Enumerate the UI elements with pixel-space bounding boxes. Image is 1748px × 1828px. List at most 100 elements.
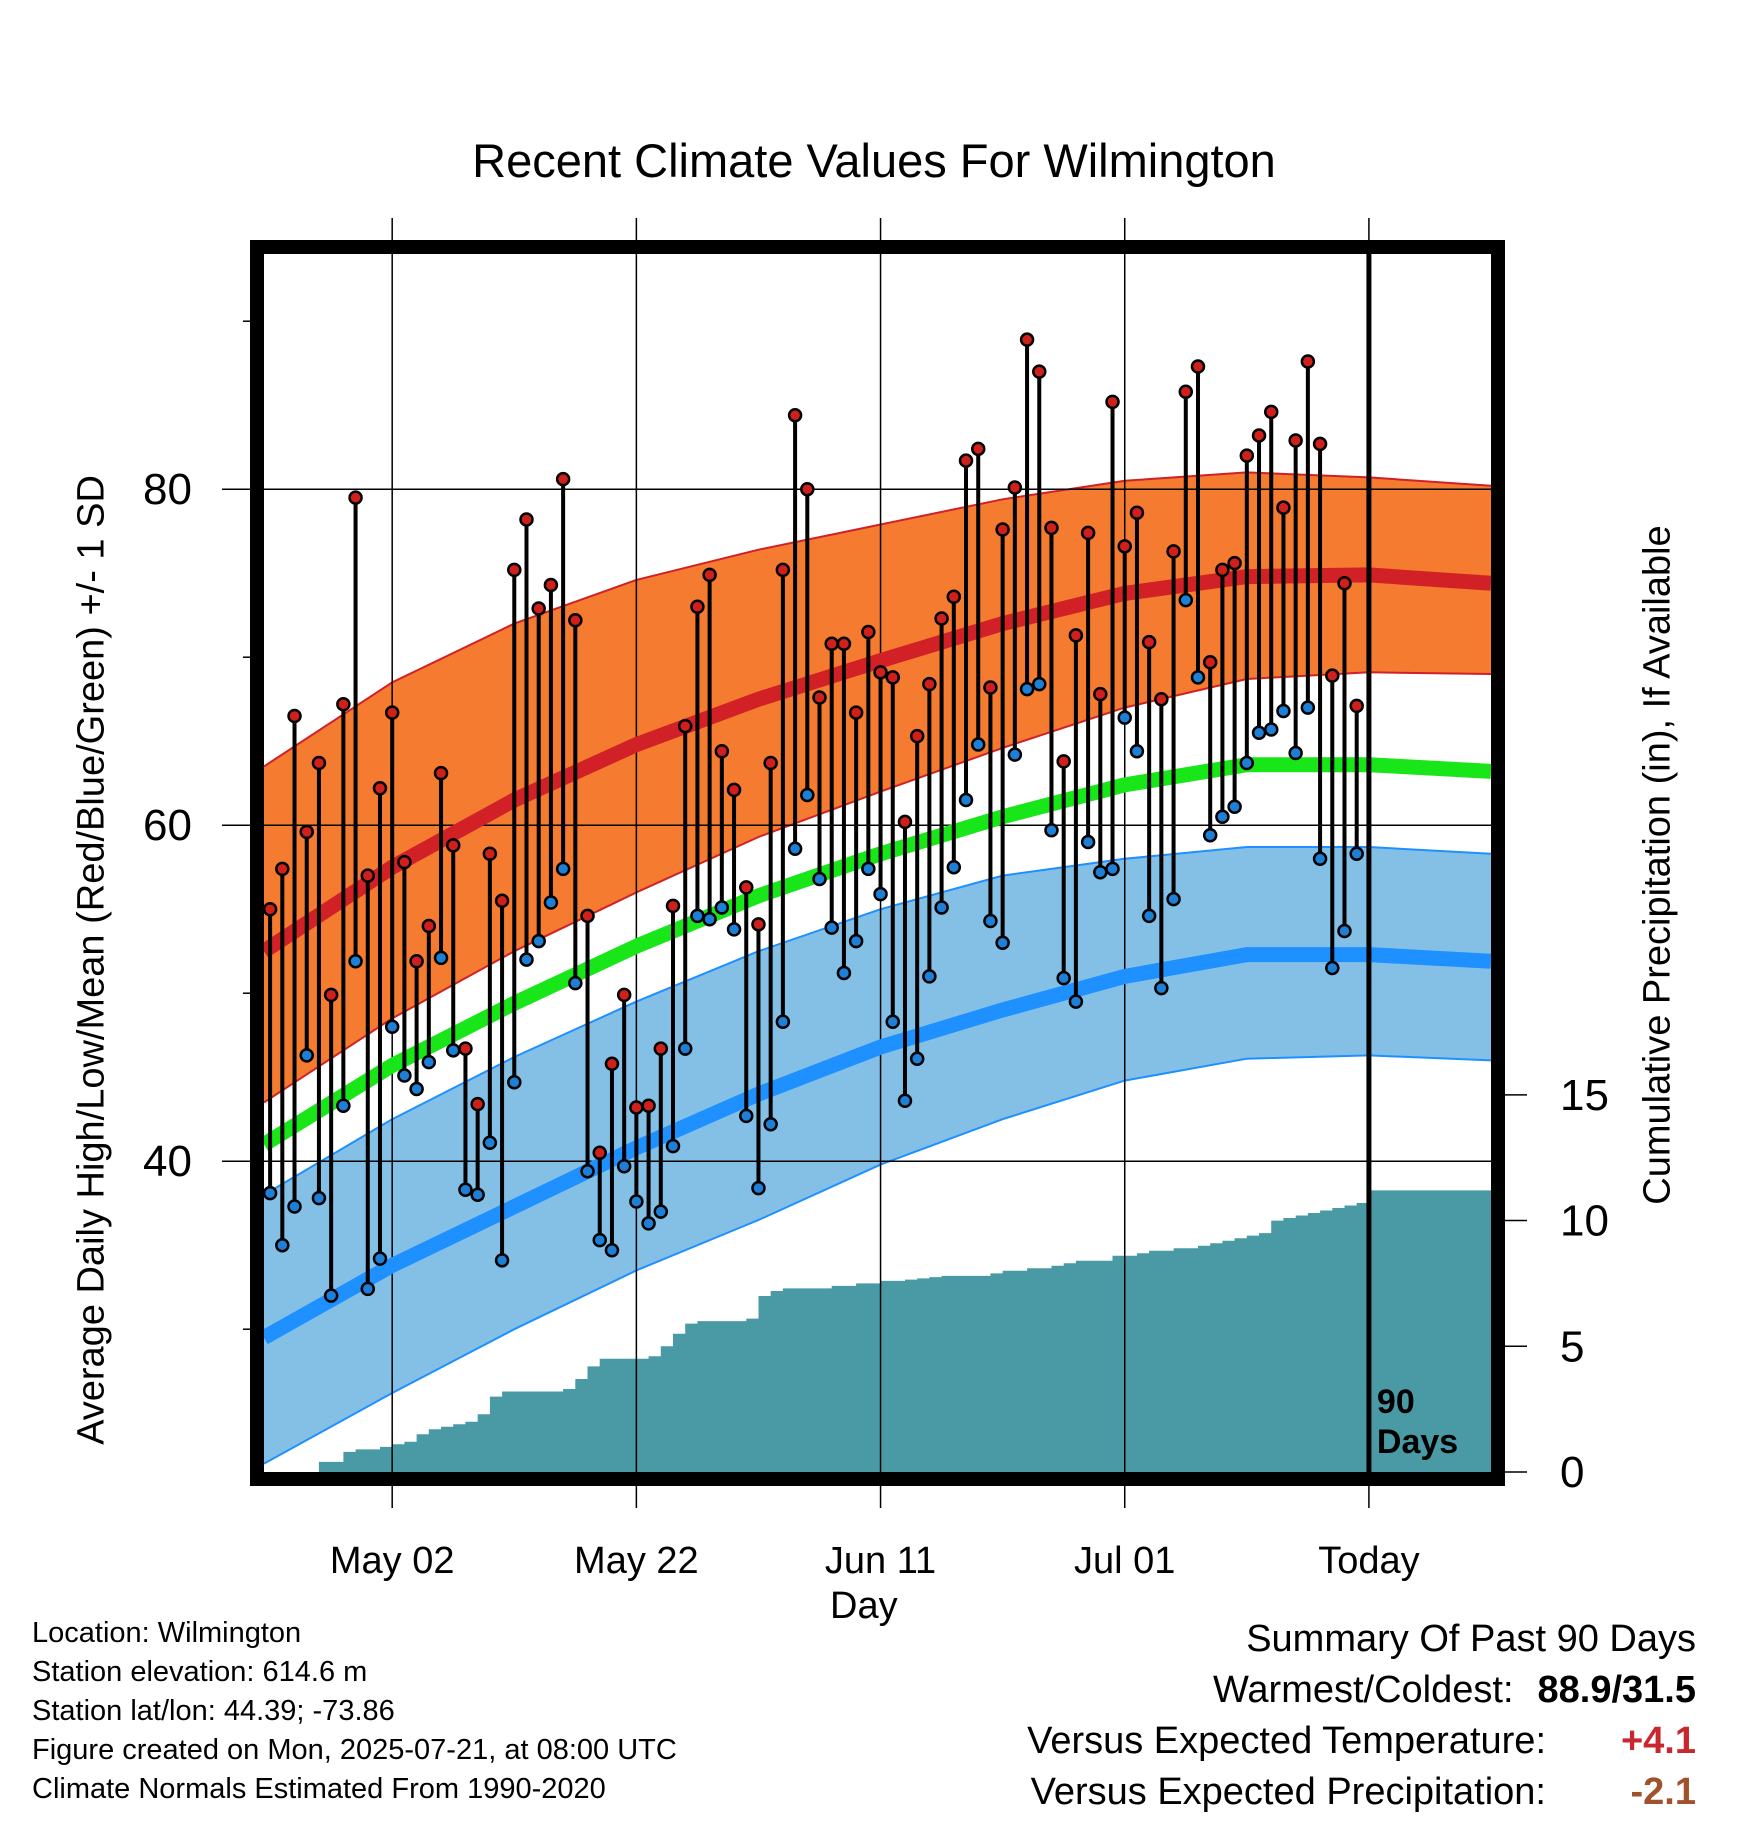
daily-high-point [1166,544,1181,559]
daily-low-point [482,1135,498,1150]
warmest-coldest-label: Warmest/Coldest: [1212,1669,1514,1711]
latlon-text: Station lat/lon: 44.39; -73.86 [32,1695,395,1727]
daily-low-point [1117,710,1132,725]
daily-low-point [1056,970,1071,986]
x-axis-label: Day [830,1585,898,1627]
daily-low-point [1325,960,1340,976]
daily-high-point [1239,448,1255,463]
summary-precip: Versus Expected Precipitation: -2.1 [1027,1767,1696,1818]
daily-low-point [531,933,546,949]
daily-low-point [922,969,937,984]
daily-low-point [1263,722,1279,737]
daily-high-point [360,868,376,883]
today-annotation: Days [1377,1423,1458,1461]
y2-tick-label: 0 [1560,1448,1584,1497]
daily-high-point [848,705,864,720]
daily-low-point [629,1194,644,1209]
x-tick-label: Jul 01 [1074,1540,1175,1582]
daily-low-point [421,1054,437,1070]
daily-high-point [1349,698,1364,714]
daily-low-point [360,1281,376,1297]
daily-high-point [1300,354,1316,369]
daily-high-point [1093,686,1108,702]
daily-low-point [445,1043,461,1058]
location-text: Location: Wilmington [32,1617,302,1649]
daily-high-point [1032,364,1047,379]
created-text: Figure created on Mon, 2025-07-21, at 08… [32,1734,677,1766]
daily-high-point [1251,428,1267,443]
daily-high-point [751,917,766,932]
summary-warmest-coldest: Warmest/Coldest: 88.9/31.5 [1027,1665,1696,1716]
station-info: Location: Wilmington Station elevation: … [32,1614,677,1809]
daily-low-point [690,908,705,924]
normal-low-band [264,847,1491,1464]
daily-low-point [264,1185,278,1201]
daily-high-point [885,670,901,685]
temp-label: Versus Expected Temperature: [1027,1720,1546,1762]
daily-high-point [1117,539,1132,554]
daily-high-point [384,705,400,720]
daily-high-point [1312,436,1328,452]
daily-high-point [543,577,559,593]
daily-high-point [519,512,534,527]
daily-low-point [1093,864,1108,880]
daily-high-point [323,987,339,1003]
daily-high-point [909,728,925,744]
daily-high-point [1337,576,1352,591]
y2-tick-label: 15 [1560,1071,1609,1120]
daily-high-point [995,522,1010,537]
daily-low-point [372,1251,388,1266]
daily-high-point [958,453,974,468]
daily-low-point [1349,846,1364,862]
y-tick-label: 40 [143,1137,192,1186]
daily-low-point [323,1288,339,1303]
daily-high-point [1178,384,1194,400]
daily-high-point [946,589,962,604]
daily-low-point [1251,725,1267,741]
daily-low-point [519,952,534,967]
daily-low-point [641,1216,656,1231]
daily-low-point [995,935,1010,951]
daily-high-point [629,1100,644,1115]
precip-label: Versus Expected Precipitation: [1030,1771,1546,1813]
daily-high-point [494,893,510,909]
daily-low-point [1190,670,1206,685]
daily-low-point [836,965,852,981]
daily-high-point [604,1056,620,1072]
daily-high-point [1276,500,1291,515]
daily-high-point [336,696,351,712]
daily-high-point [1129,505,1145,520]
daily-low-point [604,1242,620,1258]
summary-heading: Summary Of Past 90 Days [1246,1618,1696,1660]
daily-high-point [616,987,632,1003]
daily-low-point [1141,908,1157,924]
daily-high-point [264,901,278,917]
daily-low-point [1007,747,1023,762]
daily-low-point [1276,703,1291,719]
daily-low-point [848,933,864,949]
daily-low-point [397,1068,412,1083]
y-tick-label: 80 [143,465,192,514]
daily-low-point [568,975,583,991]
daily-high-point [1044,520,1059,536]
daily-low-point [702,912,717,927]
daily-high-point [1154,691,1169,707]
daily-high-point [409,954,424,969]
daily-high-point [1227,555,1242,571]
daily-low-point [433,950,449,966]
y2-tick-label: 5 [1560,1322,1584,1371]
warmest-coldest-value: 88.9/31.5 [1537,1669,1696,1711]
daily-low-point [1178,592,1194,608]
y-tick-label: 60 [143,801,192,850]
daily-low-point [336,1098,351,1114]
daily-high-point [1080,525,1096,541]
daily-high-point [653,1041,669,1056]
daily-high-point [714,744,730,759]
daily-low-point [458,1182,473,1198]
daily-high-point [482,846,498,862]
daily-high-point [970,441,986,457]
daily-high-point [458,1041,473,1056]
daily-low-point [1032,676,1047,692]
daily-high-point [763,755,778,771]
